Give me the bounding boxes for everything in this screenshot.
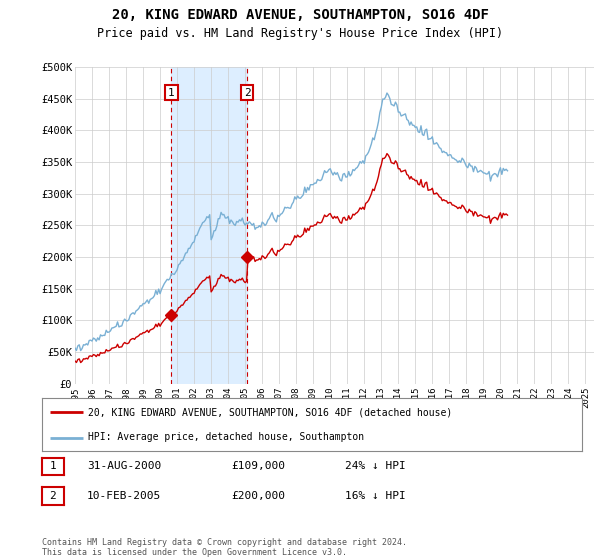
Bar: [172, 67, 247, 384]
Text: 24% ↓ HPI: 24% ↓ HPI: [345, 461, 406, 471]
Text: 10-FEB-2005: 10-FEB-2005: [87, 491, 161, 501]
Text: 31-AUG-2000: 31-AUG-2000: [87, 461, 161, 471]
Text: HPI: Average price, detached house, Southampton: HPI: Average price, detached house, Sout…: [88, 432, 364, 442]
Text: 2: 2: [49, 491, 56, 501]
Text: Price paid vs. HM Land Registry's House Price Index (HPI): Price paid vs. HM Land Registry's House …: [97, 27, 503, 40]
Text: 1: 1: [49, 461, 56, 472]
Text: Contains HM Land Registry data © Crown copyright and database right 2024.
This d: Contains HM Land Registry data © Crown c…: [42, 538, 407, 557]
Text: £200,000: £200,000: [231, 491, 285, 501]
Text: £109,000: £109,000: [231, 461, 285, 471]
Text: 16% ↓ HPI: 16% ↓ HPI: [345, 491, 406, 501]
Text: 20, KING EDWARD AVENUE, SOUTHAMPTON, SO16 4DF (detached house): 20, KING EDWARD AVENUE, SOUTHAMPTON, SO1…: [88, 408, 452, 418]
Text: 20, KING EDWARD AVENUE, SOUTHAMPTON, SO16 4DF: 20, KING EDWARD AVENUE, SOUTHAMPTON, SO1…: [112, 8, 488, 22]
Text: 2: 2: [244, 87, 250, 97]
Text: 1: 1: [168, 87, 175, 97]
